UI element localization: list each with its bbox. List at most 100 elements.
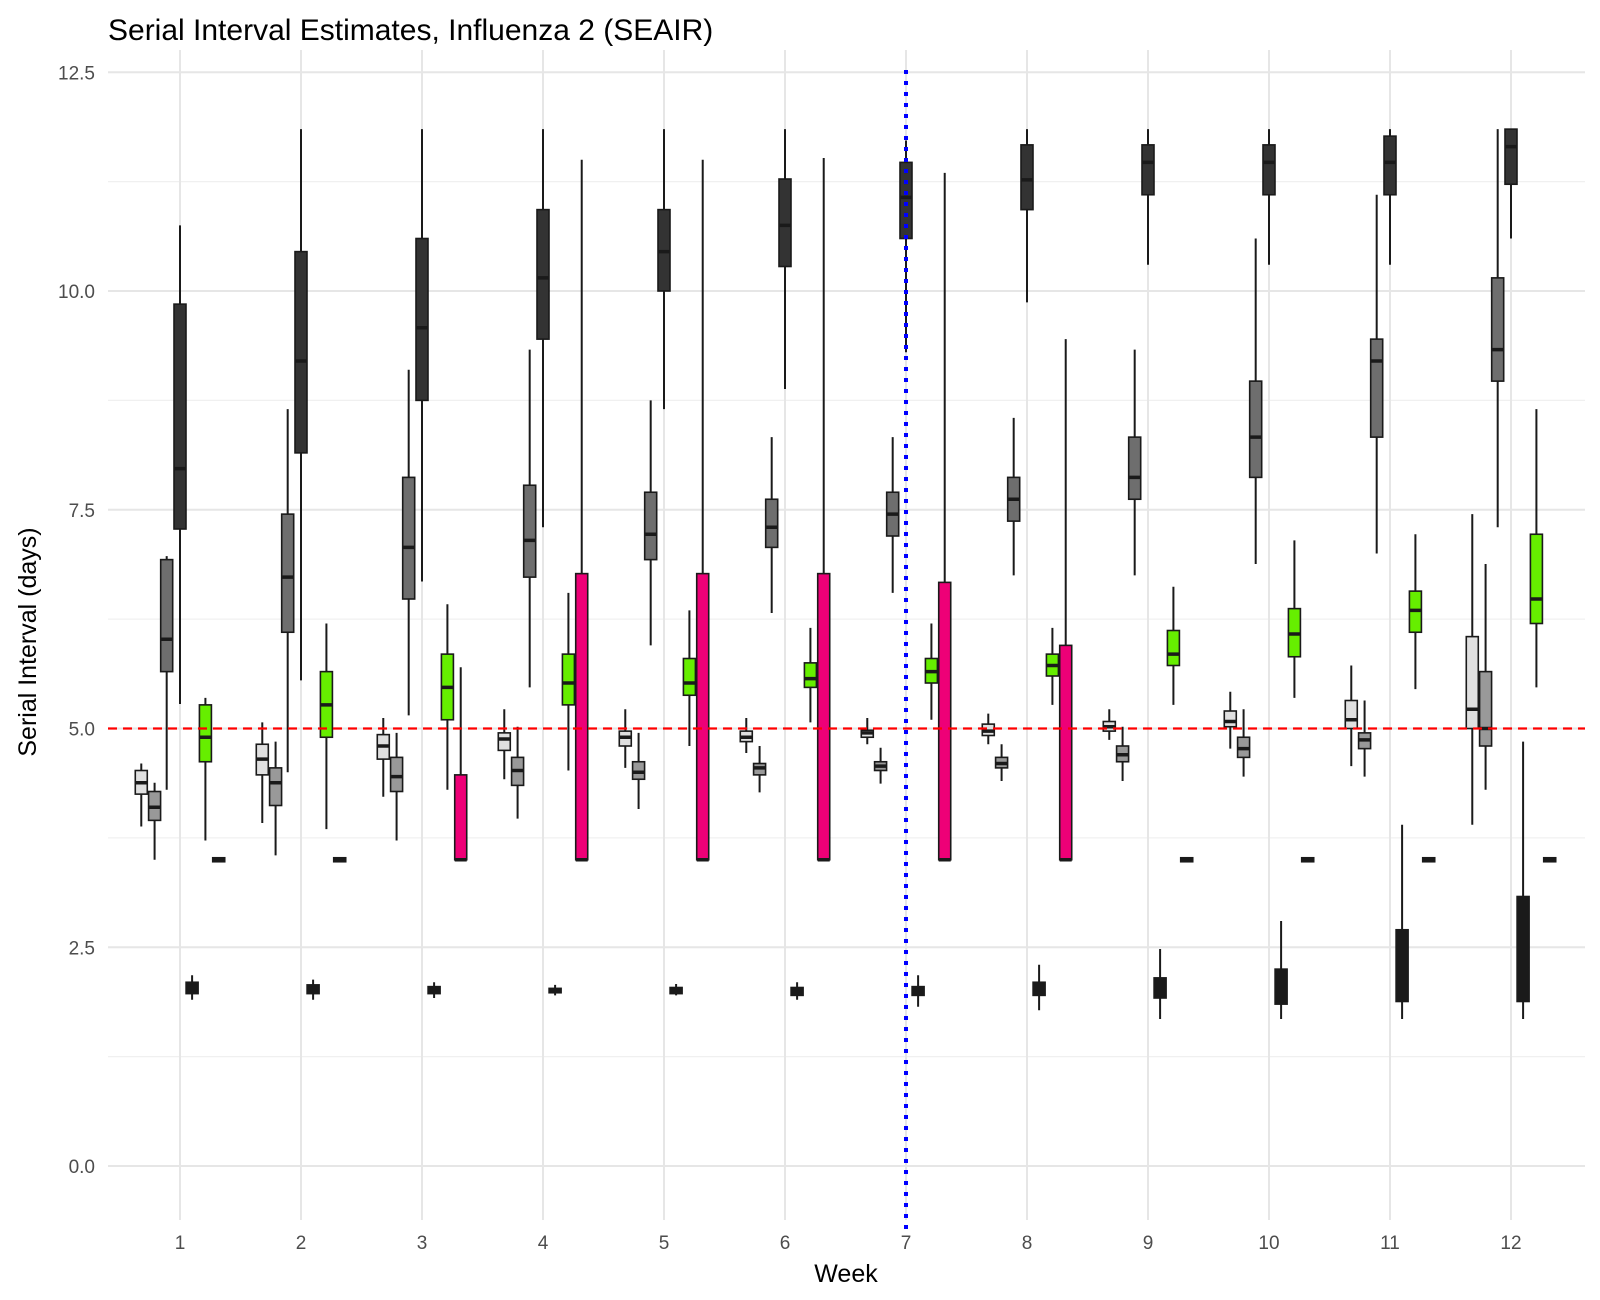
box-plot-week-4-series-5 [548, 984, 562, 996]
box-rect [415, 237, 429, 402]
x-tick-label: 1 [175, 1233, 186, 1254]
box-plot-week-5-series-2 [631, 732, 646, 809]
box-plot-week-4-series-4 [536, 129, 550, 528]
y-tick-label: 2.5 [69, 938, 95, 959]
box-rect [1516, 895, 1530, 1003]
box-rect [536, 208, 550, 340]
box-rect [1223, 710, 1238, 728]
box-plot-week-8-series-6 [1045, 627, 1060, 705]
box-rect [1166, 629, 1181, 667]
box-rect [1478, 670, 1493, 747]
y-axis-label: Serial Interval (days) [14, 527, 42, 756]
box-plot-week-2-series-6 [319, 623, 334, 830]
box-plot-week-2-series-7 [332, 856, 347, 863]
box-rect [1490, 277, 1505, 382]
box-rect [1274, 968, 1288, 1005]
y-tick-label: 0.0 [69, 1157, 95, 1178]
box-plot-week-9-series-5 [1153, 949, 1167, 1019]
box-plot-week-1-series-7 [211, 856, 226, 863]
x-tick-label: 9 [1143, 1233, 1154, 1254]
box-plot-week-3-series-4 [415, 129, 429, 582]
x-tick-label: 10 [1258, 1233, 1279, 1254]
box-rect [778, 178, 792, 268]
box-plot-week-5-series-1 [618, 709, 633, 768]
box-plot-week-6-series-2 [752, 746, 767, 793]
box-rect [1395, 928, 1409, 1003]
box-plot-week-12-series-1 [1465, 514, 1480, 825]
box-plot-week-3-series-7 [453, 667, 468, 862]
box-plot-week-3-series-6 [440, 604, 455, 790]
box-plot-week-3-series-1 [376, 718, 391, 797]
box-rect [695, 572, 710, 861]
box-plot-week-11-series-2 [1357, 700, 1372, 777]
x-tick-label: 12 [1500, 1233, 1521, 1254]
boxes-layer [134, 128, 1557, 1019]
x-tick-label: 4 [538, 1233, 549, 1254]
box-plot-week-8-series-4 [1020, 129, 1034, 303]
box-rect [561, 653, 576, 706]
box-plot-week-7-series-2 [873, 747, 888, 784]
box-rect [1153, 977, 1167, 999]
box-plot-week-9-series-3 [1127, 349, 1142, 576]
box-rect [764, 498, 779, 549]
box-plot-week-10-series-2 [1236, 709, 1251, 777]
box-rect [1020, 144, 1034, 211]
box-rect [1058, 644, 1073, 861]
box-plot-week-5-series-4 [657, 129, 671, 410]
box-rect [1465, 635, 1480, 730]
box-plot-week-10-series-7 [1300, 856, 1315, 863]
box-rect [1529, 533, 1544, 625]
box-plot-week-9-series-1 [1102, 709, 1117, 740]
box-plot-week-8-series-7 [1058, 339, 1073, 862]
box-plot-week-8-series-1 [981, 713, 996, 745]
x-tick-label: 5 [659, 1233, 670, 1254]
box-plot-week-1-series-3 [159, 556, 174, 790]
box-plot-week-4-series-3 [522, 349, 537, 688]
box-rect [159, 558, 174, 673]
box-rect [1262, 144, 1276, 196]
x-tick-label: 3 [417, 1233, 428, 1254]
box-rect [497, 732, 512, 752]
box-rect [1504, 128, 1518, 186]
box-plot-week-10-series-1 [1223, 691, 1238, 749]
box-rect [294, 250, 308, 454]
box-rect [803, 662, 818, 689]
box-plot-week-3-series-5 [427, 982, 441, 998]
box-rect [453, 774, 468, 861]
box-plot-week-5-series-7 [695, 159, 710, 862]
box-plot-week-12-series-4 [1504, 128, 1518, 239]
box-plot-week-11-series-5 [1395, 824, 1409, 1019]
box-plot-week-9-series-7 [1179, 856, 1194, 863]
box-rect [1248, 380, 1263, 479]
box-rect [1141, 144, 1155, 196]
x-tick-label: 11 [1380, 1233, 1400, 1254]
box-plot-week-2-series-3 [280, 409, 295, 773]
box-rect [574, 572, 589, 861]
box-rect [937, 581, 952, 861]
box-plot-week-1-series-2 [147, 782, 162, 860]
box-rect [268, 767, 283, 807]
box-plot-week-7-series-7 [937, 172, 952, 862]
box-rect [816, 572, 831, 861]
box-plot-week-3-series-3 [401, 369, 416, 716]
box-plot-week-6-series-5 [790, 982, 804, 1000]
box-plot-week-5-series-5 [669, 984, 683, 996]
box-plot-week-11-series-1 [1344, 665, 1359, 767]
box-plot-week-10-series-6 [1287, 540, 1302, 698]
box-plot-week-2-series-2 [268, 741, 283, 856]
box-plot-week-12-series-3 [1490, 129, 1505, 528]
x-tick-label: 2 [296, 1233, 307, 1254]
chart-title: Serial Interval Estimates, Influenza 2 (… [108, 14, 713, 47]
box-plot-week-5-series-6 [682, 610, 697, 746]
box-plot-week-2-series-5 [306, 979, 320, 1000]
x-tick-label: 7 [901, 1233, 912, 1254]
box-plot-week-1-series-4 [173, 225, 187, 704]
box-plot-week-9-series-6 [1166, 586, 1181, 705]
box-plot-week-2-series-1 [255, 722, 270, 823]
box-plot-week-12-series-7 [1542, 856, 1557, 863]
box-rect [682, 657, 697, 697]
box-plot-week-4-series-7 [574, 159, 589, 862]
reference-lines [108, 70, 1585, 1230]
box-plot-week-6-series-4 [778, 129, 792, 389]
